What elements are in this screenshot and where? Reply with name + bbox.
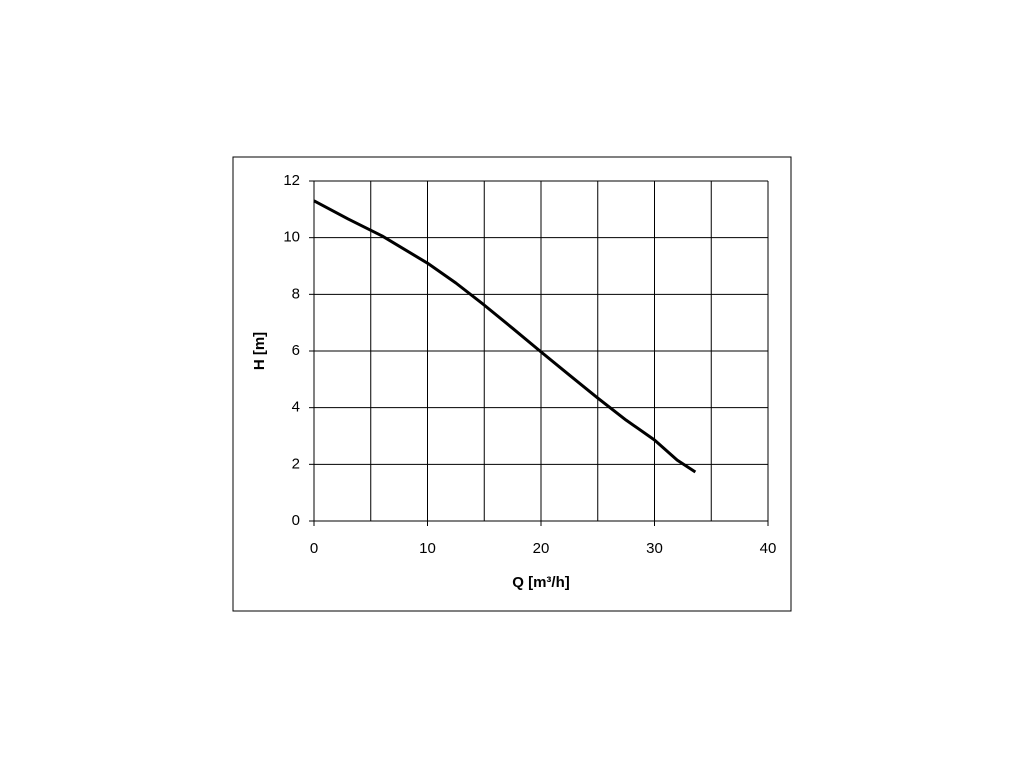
x-tick-label: 0 <box>310 540 318 557</box>
chart-frame <box>232 156 792 612</box>
x-axis-label: Q [m³/h] <box>512 574 570 591</box>
x-tick-label: 40 <box>760 540 777 557</box>
y-tick-label: 10 <box>283 229 300 246</box>
x-tick-label: 10 <box>419 540 436 557</box>
x-tick-label: 20 <box>533 540 550 557</box>
data-line <box>313 199 697 474</box>
y-tick-label: 0 <box>292 512 300 529</box>
x-tick-label: 30 <box>646 540 663 557</box>
y-tick-label: 8 <box>292 285 300 302</box>
y-tick-label: 4 <box>292 399 300 416</box>
y-tick-label: 2 <box>292 455 300 472</box>
y-tick-label: 12 <box>283 172 300 189</box>
y-axis-label: H [m] <box>251 332 268 370</box>
y-tick-label: 6 <box>292 342 300 359</box>
